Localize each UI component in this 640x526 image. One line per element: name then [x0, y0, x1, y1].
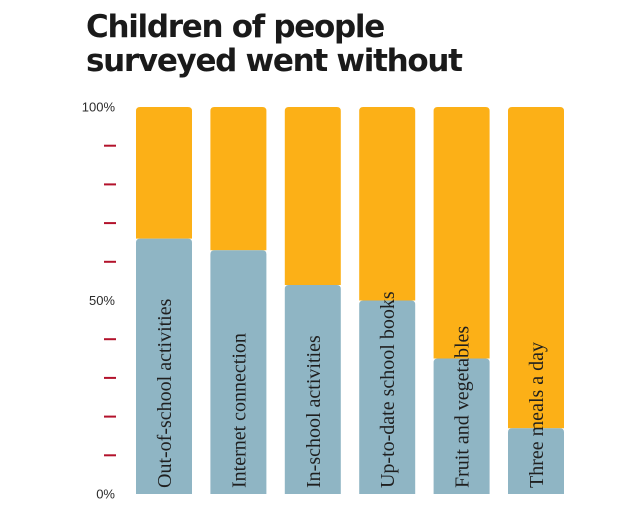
y-tick-label: 50%: [89, 293, 115, 308]
bar-segment-lower: [508, 428, 564, 494]
category-label: Fruit and vegetables: [452, 326, 474, 488]
bar-segment-lower: [210, 250, 267, 494]
category-label: Up-to-date school books: [377, 291, 399, 488]
bar-segment-went-without: [210, 107, 267, 251]
category-label: Three meals a day: [526, 342, 548, 488]
category-labels: Out-of-school activities Internet connect…: [154, 291, 548, 488]
bar-segment-lower: [136, 238, 192, 494]
y-tick-label: 0%: [96, 487, 115, 502]
bars: [136, 107, 564, 494]
category-label: Internet connection: [228, 333, 250, 488]
category-label: Out-of-school activities: [154, 298, 176, 488]
bar-segment-went-without: [359, 107, 416, 301]
bar-segment-went-without: [433, 107, 490, 359]
bar-segment-went-without: [284, 107, 341, 286]
category-label: In-school activities: [303, 335, 325, 488]
y-axis: 100% 50% 0%: [82, 100, 116, 502]
bar-segment-went-without: [508, 107, 564, 429]
chart-title: Children of people surveyed went without: [86, 9, 463, 79]
bar-segment-lower: [433, 358, 490, 494]
bar-segment-lower: [284, 285, 341, 494]
y-tick-label: 100%: [82, 100, 116, 115]
bar-segment-lower: [359, 300, 416, 494]
bar-segment-went-without: [136, 107, 192, 239]
